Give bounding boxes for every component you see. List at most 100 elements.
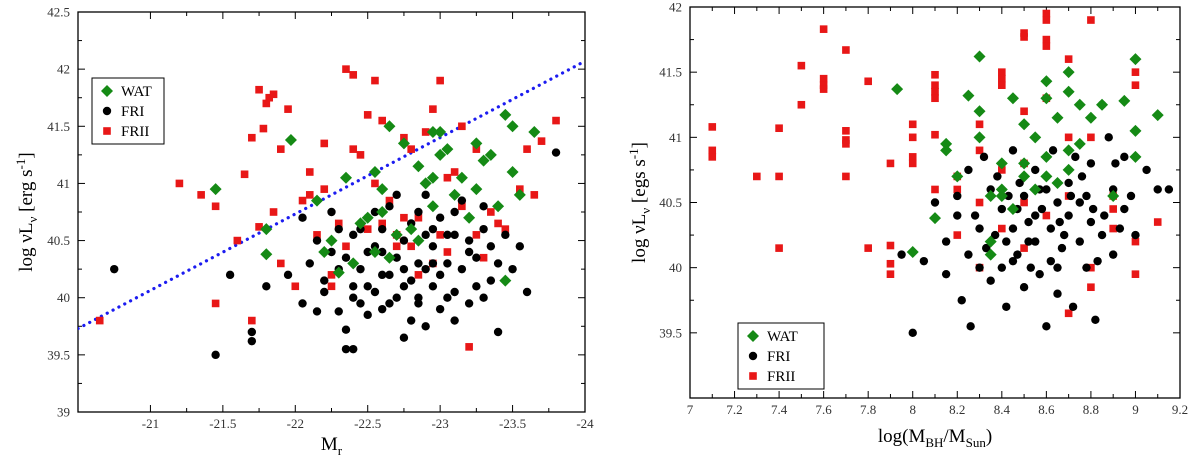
legend-marker-frii bbox=[103, 127, 111, 135]
x-tick-label: -22 bbox=[287, 416, 304, 431]
data-point-frii bbox=[775, 172, 783, 181]
data-point-fri bbox=[964, 250, 973, 259]
x-tick-label: 9.2 bbox=[1172, 402, 1188, 417]
data-point-wat bbox=[284, 134, 297, 146]
data-point-fri bbox=[406, 316, 416, 325]
data-point-frii bbox=[407, 242, 415, 251]
data-point-fri bbox=[1048, 146, 1058, 155]
data-point-frii bbox=[842, 172, 850, 181]
data-point-fri bbox=[1053, 289, 1062, 298]
data-point-frii bbox=[327, 282, 336, 291]
data-point-wat bbox=[390, 228, 403, 241]
data-point-fri bbox=[1120, 152, 1129, 162]
data-point-fri bbox=[953, 211, 962, 220]
data-point-frii bbox=[797, 100, 806, 109]
data-point-wat bbox=[506, 166, 519, 178]
data-point-fri bbox=[378, 304, 387, 314]
data-point-wat bbox=[1073, 137, 1086, 150]
data-point-fri bbox=[1008, 146, 1018, 155]
data-point-wat bbox=[311, 194, 324, 207]
y-axis-label: log νLν [egs s-1] bbox=[626, 142, 653, 263]
data-point-frii bbox=[864, 77, 872, 86]
y-tick-label: 41.5 bbox=[659, 65, 682, 80]
data-point-frii bbox=[1042, 16, 1051, 24]
data-point-frii bbox=[269, 208, 278, 216]
data-point-fri bbox=[414, 207, 423, 217]
data-point-fri bbox=[1055, 217, 1064, 227]
data-point-wat bbox=[1018, 118, 1031, 131]
data-point-wat bbox=[906, 246, 919, 259]
data-point-fri bbox=[1108, 185, 1118, 194]
data-point-fri bbox=[421, 322, 430, 331]
data-point-fri bbox=[472, 282, 481, 291]
data-point-wat bbox=[318, 246, 331, 258]
data-point-fri bbox=[1120, 204, 1129, 214]
data-point-frii bbox=[908, 153, 917, 161]
data-point-fri bbox=[486, 276, 496, 285]
data-point-frii bbox=[407, 145, 415, 153]
data-point-fri bbox=[370, 287, 380, 297]
data-point-frii bbox=[1042, 35, 1051, 44]
x-tick-label: 8.4 bbox=[994, 402, 1011, 417]
x-tick-label: 7.4 bbox=[771, 402, 788, 417]
data-point-frii bbox=[1042, 211, 1051, 220]
data-point-frii bbox=[931, 87, 939, 96]
legend-label-frii: FRII bbox=[767, 369, 795, 385]
data-point-fri bbox=[320, 287, 329, 297]
data-point-wat bbox=[434, 126, 447, 138]
data-point-wat bbox=[426, 126, 439, 138]
data-point-fri bbox=[930, 198, 940, 207]
x-tick-label: -21.5 bbox=[209, 416, 236, 431]
data-point-wat bbox=[513, 188, 526, 201]
data-point-fri bbox=[1024, 217, 1033, 227]
data-point-frii bbox=[552, 116, 560, 125]
legend: WAT FRI FRII bbox=[737, 322, 825, 390]
data-point-frii bbox=[819, 25, 828, 33]
data-point-frii bbox=[1109, 205, 1117, 213]
data-point-fri bbox=[493, 327, 503, 337]
data-point-frii bbox=[953, 185, 962, 194]
data-point-fri bbox=[341, 253, 351, 262]
data-point-wat bbox=[499, 108, 512, 121]
x-tick-label: 7.2 bbox=[726, 402, 742, 417]
data-point-wat bbox=[368, 166, 381, 178]
data-point-fri bbox=[443, 293, 452, 302]
x-tick-label: -23 bbox=[431, 416, 448, 431]
data-point-wat bbox=[1107, 189, 1120, 202]
data-point-fri bbox=[1142, 165, 1151, 175]
data-point-frii bbox=[327, 271, 336, 279]
data-point-fri bbox=[1059, 230, 1069, 240]
left-scatter-plot: -21 -21.5 -22 -22.5 -23 -23.5 -24 39 39.5 40 40.5 4… bbox=[13, 5, 594, 455]
data-point-fri bbox=[941, 269, 951, 279]
data-point-fri bbox=[110, 264, 119, 274]
data-point-fri bbox=[1082, 263, 1091, 272]
data-point-fri bbox=[501, 230, 510, 240]
x-tick-label: 7 bbox=[687, 402, 694, 417]
data-point-frii bbox=[1020, 244, 1028, 252]
data-point-fri bbox=[378, 270, 387, 280]
data-point-frii bbox=[1131, 68, 1140, 76]
data-point-wat bbox=[1062, 66, 1075, 79]
data-point-fri bbox=[1064, 211, 1073, 220]
data-point-frii bbox=[349, 71, 358, 79]
data-point-fri bbox=[486, 242, 496, 251]
data-point-frii bbox=[334, 219, 343, 228]
data-point-frii bbox=[708, 153, 717, 161]
data-point-wat bbox=[940, 144, 953, 157]
data-point-frii bbox=[1020, 33, 1028, 41]
data-point-wat bbox=[470, 137, 483, 150]
legend-label-frii: FRII bbox=[121, 124, 149, 140]
data-point-wat bbox=[1029, 131, 1042, 144]
data-point-wat bbox=[361, 211, 374, 224]
data-point-wat bbox=[339, 171, 352, 184]
data-point-frii bbox=[1153, 218, 1162, 226]
data-point-fri bbox=[1075, 237, 1084, 246]
data-point-wat bbox=[891, 83, 904, 96]
data-point-fri bbox=[1015, 178, 1024, 188]
data-point-fri bbox=[312, 307, 322, 316]
data-point-wat bbox=[973, 50, 986, 63]
data-point-wat bbox=[1040, 92, 1053, 105]
data-point-frii bbox=[975, 198, 984, 207]
data-point-frii bbox=[298, 196, 307, 205]
data-point-fri bbox=[1026, 263, 1035, 272]
